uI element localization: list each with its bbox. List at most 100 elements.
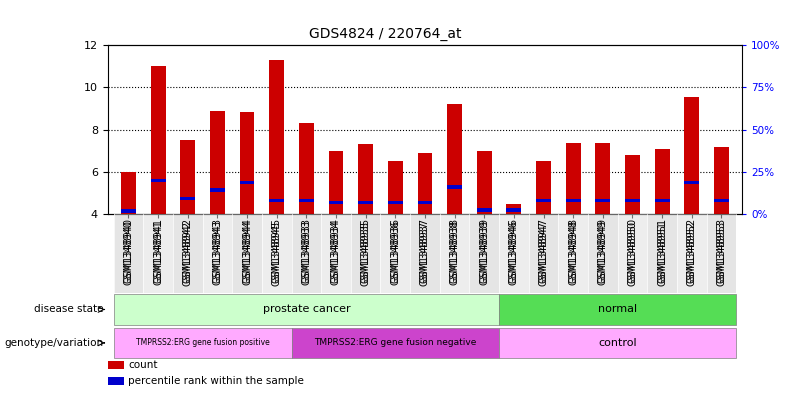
Bar (469, 214, 499, 293)
Text: GSM1348949: GSM1348949 (598, 218, 608, 283)
Text: GSM1348947: GSM1348947 (539, 218, 548, 283)
Text: normal: normal (598, 305, 637, 314)
Text: GSM1348936: GSM1348936 (390, 220, 401, 285)
Text: GSM1348943: GSM1348943 (212, 218, 223, 283)
Bar (499, 214, 529, 293)
Text: count: count (128, 360, 157, 370)
Bar (566, 143, 581, 214)
Bar (269, 60, 284, 214)
Text: GSM1348936: GSM1348936 (390, 218, 401, 283)
Bar (113, 328, 291, 358)
Bar (203, 214, 232, 293)
Text: GSM1348943: GSM1348943 (212, 220, 223, 285)
Bar (351, 214, 381, 293)
Text: GSM1348937: GSM1348937 (420, 218, 430, 283)
Text: GSM1348940: GSM1348940 (124, 220, 133, 285)
Bar (595, 143, 610, 214)
Bar (677, 214, 706, 293)
Bar (477, 208, 492, 212)
Text: GSM1348941: GSM1348941 (153, 220, 163, 285)
Text: GSM1348939: GSM1348939 (480, 218, 489, 283)
Bar (654, 198, 670, 202)
Text: GSM1348952: GSM1348952 (687, 218, 697, 283)
Text: GSM1348944: GSM1348944 (242, 220, 252, 285)
Text: GSM1348937: GSM1348937 (420, 220, 430, 286)
Bar (417, 201, 433, 204)
Text: TMPRSS2:ERG gene fusion negative: TMPRSS2:ERG gene fusion negative (314, 338, 476, 347)
Text: GSM1348952: GSM1348952 (687, 220, 697, 286)
Text: GSM1348953: GSM1348953 (717, 218, 726, 283)
Text: GSM1348935: GSM1348935 (361, 220, 370, 286)
Text: GSM1348935: GSM1348935 (361, 218, 370, 283)
Text: TMPRSS2:ERG gene fusion positive: TMPRSS2:ERG gene fusion positive (136, 338, 270, 347)
Bar (714, 147, 729, 214)
Text: GSM1348933: GSM1348933 (302, 220, 311, 285)
Text: GDS4824 / 220764_at: GDS4824 / 220764_at (309, 27, 461, 41)
Bar (210, 111, 225, 214)
Bar (299, 198, 314, 202)
Text: GSM1348940: GSM1348940 (124, 218, 133, 283)
Text: GSM1348946: GSM1348946 (509, 220, 519, 285)
Bar (144, 214, 173, 293)
Bar (358, 201, 373, 204)
Bar (299, 123, 314, 214)
Bar (654, 149, 670, 214)
Bar (440, 214, 469, 293)
Bar (232, 214, 262, 293)
Text: GSM1348951: GSM1348951 (657, 220, 667, 286)
Bar (180, 196, 196, 200)
Bar (108, 377, 124, 385)
Text: GSM1348946: GSM1348946 (509, 218, 519, 283)
Bar (291, 328, 499, 358)
Bar (321, 214, 351, 293)
Bar (417, 153, 433, 214)
Bar (447, 104, 462, 214)
Bar (706, 214, 737, 293)
Text: GSM1348953: GSM1348953 (717, 220, 726, 286)
Text: GSM1348934: GSM1348934 (331, 218, 341, 283)
Text: GSM1348942: GSM1348942 (183, 218, 193, 283)
Bar (329, 151, 343, 214)
Text: GSM1348939: GSM1348939 (480, 220, 489, 285)
Text: GSM1348948: GSM1348948 (568, 220, 579, 285)
Text: GSM1348949: GSM1348949 (598, 220, 608, 285)
Bar (291, 214, 321, 293)
Text: prostate cancer: prostate cancer (263, 305, 350, 314)
Bar (536, 162, 551, 214)
Text: genotype/variation: genotype/variation (5, 338, 104, 348)
Text: GSM1348938: GSM1348938 (449, 220, 460, 285)
Text: GSM1348950: GSM1348950 (627, 218, 638, 283)
Bar (588, 214, 618, 293)
Bar (381, 214, 410, 293)
Bar (529, 214, 559, 293)
Bar (173, 214, 203, 293)
Bar (536, 198, 551, 202)
Bar (499, 294, 737, 325)
Bar (477, 151, 492, 214)
Bar (269, 198, 284, 202)
Bar (358, 145, 373, 214)
Bar (121, 172, 136, 214)
Bar (447, 185, 462, 189)
Bar (329, 201, 343, 204)
Bar (239, 112, 255, 214)
Bar (685, 181, 699, 184)
Bar (388, 201, 403, 204)
Text: GSM1348934: GSM1348934 (331, 220, 341, 285)
Bar (151, 66, 165, 214)
Text: GSM1348950: GSM1348950 (627, 220, 638, 286)
Bar (647, 214, 677, 293)
Bar (499, 328, 737, 358)
Bar (388, 162, 403, 214)
Text: GSM1348941: GSM1348941 (153, 218, 163, 283)
Bar (507, 204, 521, 214)
Bar (113, 214, 144, 293)
Bar (210, 188, 225, 192)
Bar (559, 214, 588, 293)
Bar (714, 198, 729, 202)
Text: GSM1348947: GSM1348947 (539, 220, 548, 286)
Text: disease state: disease state (34, 305, 104, 314)
Bar (507, 208, 521, 212)
Text: GSM1348945: GSM1348945 (271, 218, 282, 283)
Text: GSM1348938: GSM1348938 (449, 218, 460, 283)
